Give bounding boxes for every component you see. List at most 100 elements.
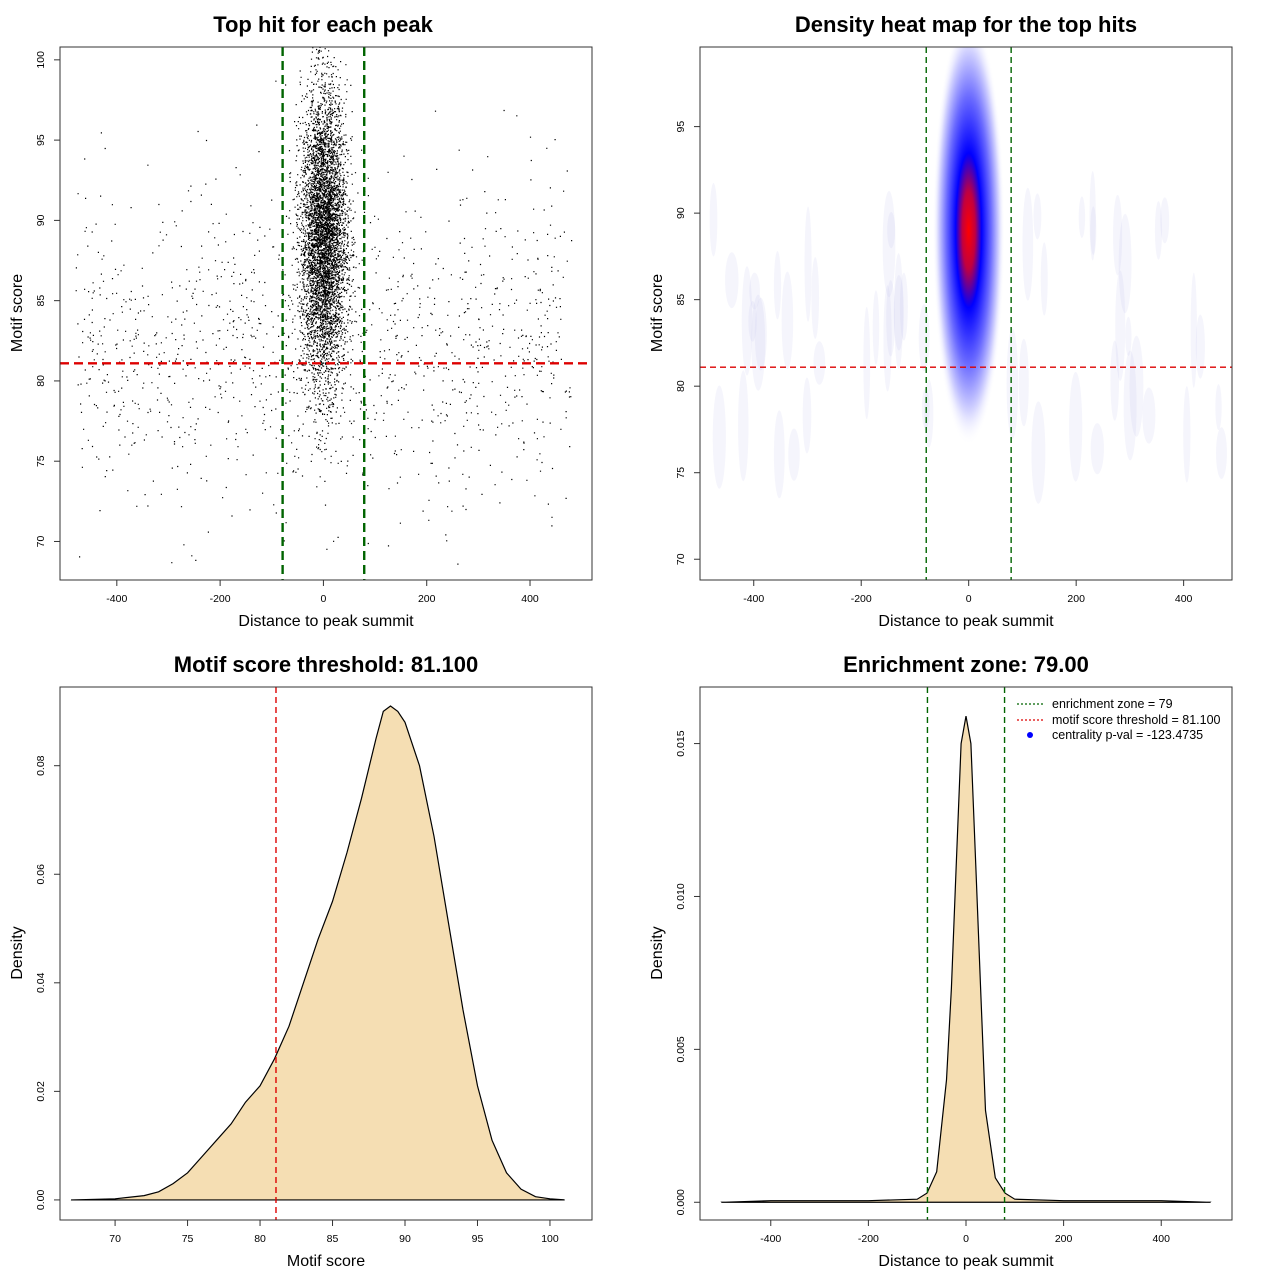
heatmap-x-ticks: -400 -200 0 200 400	[743, 580, 1193, 605]
scatter-x-tick-label: 200	[418, 593, 436, 605]
score-density-area	[70, 705, 567, 1201]
heatmap-x-tick-label: 0	[966, 593, 972, 605]
scatter-y-tick-label: 95	[35, 134, 47, 146]
scatter-x-tick-label: 400	[521, 593, 539, 605]
distance-density-title: Enrichment zone: 79.00	[843, 652, 1089, 677]
heatmap-background-density	[1216, 427, 1227, 479]
heatmap-background-density	[725, 252, 739, 309]
score-density-y-tick-label: 0.06	[35, 864, 47, 885]
distance-density-reference-lines	[926, 687, 1006, 1220]
heatmap-background-density	[712, 385, 726, 489]
heatmap-background-density	[1033, 193, 1042, 240]
distance-density-x-tick-label: 0	[963, 1233, 969, 1245]
heatmap-x-tick-label: -200	[851, 593, 872, 605]
distance-density-x-tick-label: 400	[1152, 1233, 1170, 1245]
scatter-x-tick-label: -200	[210, 593, 231, 605]
heatmap-background-density	[1183, 386, 1191, 483]
score-density-curve	[70, 705, 567, 1201]
heatmap-background-density	[1215, 384, 1222, 431]
score-density-x-tick-label: 85	[327, 1233, 339, 1245]
heatmap-x-tick-label: 200	[1067, 593, 1085, 605]
heatmap-density	[709, 47, 1227, 504]
heatmap-background-density	[1115, 270, 1126, 381]
heatmap-background-density	[1160, 197, 1170, 244]
heatmap-background-density	[1006, 328, 1019, 440]
heatmap-background-density	[741, 266, 753, 376]
heatmap-background-density	[887, 212, 896, 249]
heatmap-y-tick-label: 95	[675, 121, 687, 133]
heatmap-background-density	[709, 182, 718, 257]
distance-density-area	[720, 715, 1212, 1203]
distance-density-x-tick-label: -400	[760, 1233, 781, 1245]
score-density-y-tick-label: 0.08	[35, 755, 47, 776]
heatmap-y-tick-label: 70	[675, 553, 687, 565]
heatmap-background-density	[738, 370, 749, 482]
legend-key-centrality-pval	[1027, 732, 1033, 738]
heatmap-density-peak	[932, 47, 1005, 446]
heatmap-panel: Density heat map for the top hits -400 -2…	[649, 12, 1233, 630]
heatmap-background-density	[872, 290, 880, 365]
heatmap-y-tick-label: 75	[675, 467, 687, 479]
scatter-x-ticks: -400 -200 0 200 400	[106, 580, 539, 605]
heatmap-background-density	[1069, 371, 1083, 482]
scatter-y-tick-label: 75	[35, 455, 47, 467]
scatter-x-tick-label: 0	[320, 593, 326, 605]
heatmap-background-density	[773, 251, 782, 320]
heatmap-background-density	[894, 253, 904, 369]
scatter-y-tick-label: 85	[35, 295, 47, 307]
score-density-y-tick-label: 0.00	[35, 1190, 47, 1211]
distance-density-y-axis-label: Density	[649, 926, 666, 979]
heatmap-background-density	[748, 300, 757, 342]
heatmap-background-density	[1090, 206, 1097, 255]
heatmap-background-density	[1078, 196, 1086, 239]
score-density-y-ticks: 0.00 0.02 0.04 0.06 0.08	[35, 755, 60, 1210]
heatmap-background-density	[1118, 213, 1132, 314]
distance-density-x-tick-label: 200	[1055, 1233, 1073, 1245]
heatmap-x-axis-label: Distance to peak summit	[878, 613, 1054, 630]
heatmap-y-axis-label: Motif score	[649, 274, 666, 352]
score-density-x-tick-label: 100	[541, 1233, 559, 1245]
heatmap-y-tick-label: 80	[675, 380, 687, 392]
heatmap-background-density	[1089, 171, 1096, 261]
score-density-title: Motif score threshold: 81.100	[174, 652, 478, 677]
heatmap-background-density	[1018, 338, 1029, 427]
heatmap-y-ticks: 70 75 80 85 90 95	[675, 121, 700, 565]
heatmap-background-density	[899, 272, 908, 341]
distance-density-x-tick-label: -200	[858, 1233, 879, 1245]
heatmap-background-density	[802, 377, 812, 454]
heatmap-background-density	[1154, 201, 1163, 260]
heatmap-background-density	[804, 206, 812, 322]
heatmap-x-tick-label: -400	[743, 593, 764, 605]
scatter-y-axis-label: Motif score	[9, 274, 26, 352]
scatter-x-axis-label: Distance to peak summit	[238, 613, 414, 630]
score-density-x-tick-label: 80	[254, 1233, 266, 1245]
score-density-plot-frame	[59, 686, 593, 1221]
distance-density-x-axis-label: Distance to peak summit	[878, 1253, 1054, 1270]
heatmap-background-density	[788, 428, 800, 481]
heatmap-x-tick-label: 400	[1175, 593, 1193, 605]
distance-density-y-tick-label: 0.010	[675, 883, 687, 909]
heatmap-background-density	[1040, 242, 1048, 316]
heatmap-background-density	[1195, 314, 1205, 379]
heatmap-background-density	[754, 297, 767, 371]
heatmap-background-density	[1031, 401, 1046, 504]
heatmap-background-density	[1123, 350, 1137, 461]
heatmap-background-density	[1022, 187, 1034, 301]
heatmap-background-density	[918, 304, 930, 372]
heatmap-plot-frame	[699, 46, 1233, 581]
distance-density-x-ticks: -400 -200 0 200 400	[760, 1220, 1170, 1245]
scatter-y-tick-label: 80	[35, 375, 47, 387]
heatmap-reference-lines	[700, 47, 1232, 580]
score-density-x-tick-label: 75	[182, 1233, 194, 1245]
score-density-y-tick-label: 0.04	[35, 972, 47, 993]
score-density-x-axis-label: Motif score	[287, 1253, 365, 1270]
heatmap-background-density	[883, 285, 892, 392]
heatmap-background-density	[863, 306, 871, 420]
score-density-x-ticks: 70 75 80 85 90 95 100	[109, 1220, 559, 1245]
distance-density-y-tick-label: 0.015	[675, 730, 687, 756]
heatmap-background-density	[751, 294, 766, 391]
heatmap-background-density	[1090, 423, 1104, 475]
heatmap-background-density	[1113, 194, 1123, 276]
distance-density-y-ticks: 0.000 0.005 0.010 0.015	[675, 730, 700, 1215]
